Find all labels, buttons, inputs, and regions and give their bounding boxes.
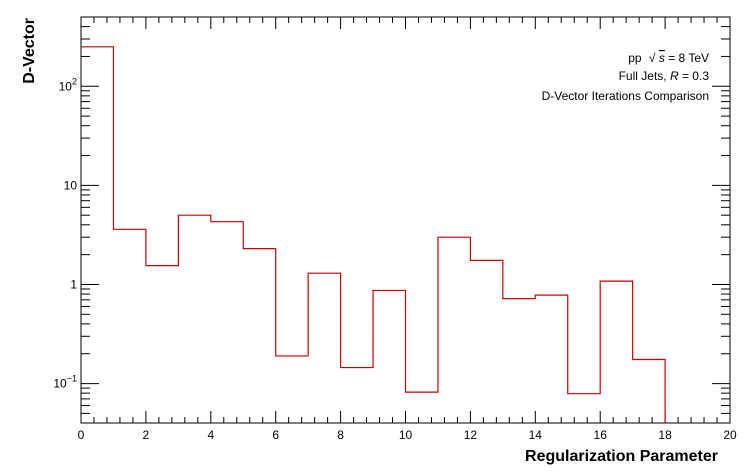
y-tick-label: 10−1 bbox=[53, 374, 77, 391]
annotation-s-symbol: s bbox=[659, 51, 665, 65]
annotation-comparison: D-Vector Iterations Comparison bbox=[542, 89, 709, 103]
annotation-block: pp √ s = 8 TeV Full Jets, R = 0.3 D-Vect… bbox=[542, 51, 710, 103]
annotation-energy-suffix: = 8 TeV bbox=[668, 51, 709, 65]
x-tick-labels: 0 2 4 6 8 10 12 14 16 18 20 bbox=[78, 428, 737, 442]
y-tick-label: 1 bbox=[70, 277, 77, 291]
x-tick-label: 20 bbox=[723, 428, 737, 442]
annotation-r-symbol: R bbox=[670, 69, 679, 83]
annotation-jets-suffix: = 0.3 bbox=[682, 69, 709, 83]
x-tick-label: 14 bbox=[529, 428, 543, 442]
x-tick-label: 18 bbox=[658, 428, 672, 442]
y-tick-label-base: 10 bbox=[59, 79, 73, 93]
annotation-energy-prefix: pp bbox=[628, 51, 642, 65]
x-tick-label: 4 bbox=[207, 428, 214, 442]
x-tick-label: 8 bbox=[337, 428, 344, 442]
annotation-energy: pp √ s = 8 TeV bbox=[628, 51, 709, 65]
y-tick-label-exponent: 2 bbox=[72, 76, 77, 86]
y-tick-label-base: 10 bbox=[53, 377, 67, 391]
axis-ticks bbox=[80, 16, 731, 424]
x-tick-label: 16 bbox=[594, 428, 608, 442]
annotation-jets: Full Jets, R = 0.3 bbox=[619, 69, 710, 83]
x-tick-label: 6 bbox=[272, 428, 279, 442]
x-tick-label: 2 bbox=[143, 428, 150, 442]
y-axis-title: D-Vector bbox=[21, 18, 38, 84]
x-tick-label: 0 bbox=[78, 428, 85, 442]
sqrt-symbol: √ bbox=[649, 51, 656, 65]
x-tick-label: 10 bbox=[399, 428, 413, 442]
y-tick-label: 102 bbox=[59, 76, 77, 93]
annotation-jets-prefix: Full Jets, bbox=[619, 69, 670, 83]
x-axis-title: Regularization Parameter bbox=[525, 448, 718, 465]
x-tick-label: 12 bbox=[464, 428, 478, 442]
y-tick-label-exponent: −1 bbox=[67, 374, 77, 384]
histogram-series bbox=[81, 46, 666, 423]
y-tick-label: 10 bbox=[64, 178, 78, 192]
